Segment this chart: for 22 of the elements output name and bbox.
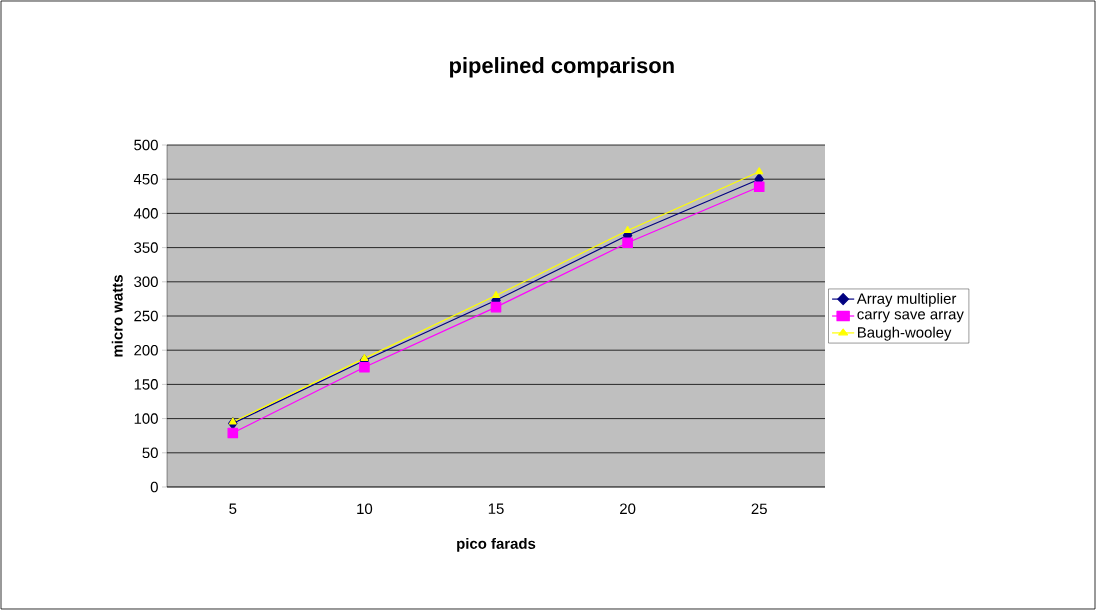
x-tick-label: 5 xyxy=(229,503,237,514)
x-axis-title: pico farads xyxy=(457,537,536,552)
y-tick-label: 350 xyxy=(134,242,158,253)
y-tick-label: 0 xyxy=(150,481,158,493)
legend-label: Array multiplier xyxy=(856,292,957,307)
y-tick-label: 500 xyxy=(134,139,158,151)
x-tick-label: 25 xyxy=(751,503,767,515)
chart-title: pipelined comparison xyxy=(449,57,674,78)
x-tick-label: 10 xyxy=(357,503,373,515)
y-tick-label: 200 xyxy=(134,344,158,356)
y-tick-label: 50 xyxy=(142,447,158,459)
y-tick-label: 400 xyxy=(133,208,158,219)
legend-label: carry save array xyxy=(857,311,964,323)
y-tick-label: 300 xyxy=(134,276,158,288)
y-tick-label: 100 xyxy=(134,413,158,424)
y-axis-title: micro watts xyxy=(111,275,123,357)
x-tick-label: 15 xyxy=(488,503,504,514)
y-tick-label: 450 xyxy=(133,173,158,185)
x-tick-label: 20 xyxy=(620,503,636,515)
legend-label: Baugh-wooley xyxy=(858,326,952,341)
y-tick-label: 250 xyxy=(134,310,158,322)
y-tick-label: 150 xyxy=(134,379,158,390)
